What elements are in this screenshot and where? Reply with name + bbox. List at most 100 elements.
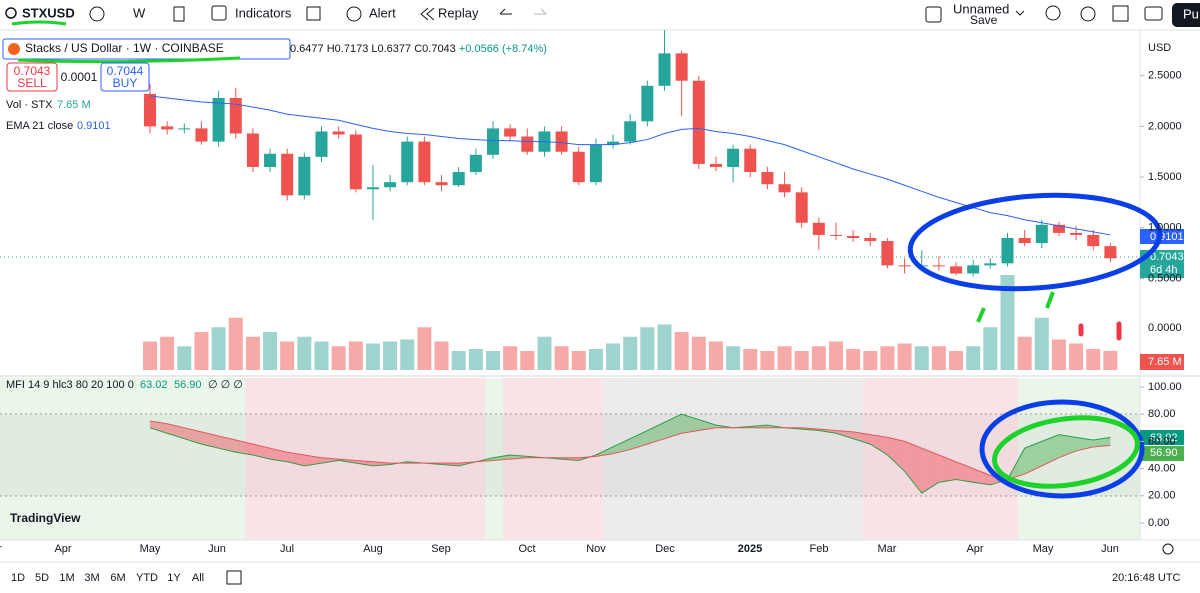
volume-legend: Vol · STX <box>6 99 53 111</box>
snapshot-button[interactable] <box>1144 6 1163 21</box>
range-button[interactable]: All <box>192 572 204 584</box>
save-label[interactable]: Save <box>970 13 998 27</box>
publish-label[interactable]: Pu <box>1183 6 1199 21</box>
axis-settings[interactable] <box>1162 543 1174 555</box>
templates-button[interactable] <box>306 6 321 21</box>
volume-bar <box>160 336 175 370</box>
candle-body <box>1070 232 1083 235</box>
layout-icon[interactable] <box>925 6 942 23</box>
candle-body <box>589 144 602 183</box>
alert-button[interactable]: Alert <box>369 5 396 20</box>
volume-bar <box>880 346 895 370</box>
volume-bar <box>194 332 209 370</box>
volume-bar <box>726 346 741 370</box>
clock[interactable]: 20:16:48 UTC <box>1112 572 1181 584</box>
search-icon[interactable] <box>5 7 17 19</box>
candle-body <box>298 156 311 196</box>
candle-body <box>607 141 620 145</box>
candle-body <box>950 266 963 274</box>
price-tick-label: 1.5000 <box>1148 171 1182 183</box>
annotation-stroke <box>1078 321 1122 341</box>
volume-bar <box>640 327 655 370</box>
chart-type-button[interactable] <box>173 6 185 22</box>
volume-bar <box>468 349 483 370</box>
candle-body <box>212 97 225 142</box>
candle-body <box>315 131 328 157</box>
mfi-ma-legend-value: 56.90 <box>174 379 202 391</box>
quick-search[interactable] <box>1045 5 1061 21</box>
replay-button[interactable]: Replay <box>438 5 479 20</box>
mfi-tick-label: 0.00 <box>1148 517 1169 529</box>
ohlc: 0.6477 H0.7173 L0.6377 C0.7043 +0.0566 (… <box>290 43 547 55</box>
mfi-fill <box>150 421 168 434</box>
volume-bar <box>434 341 449 370</box>
price-tick-label: 0.5000 <box>1148 272 1182 284</box>
mfi-fill <box>938 455 957 483</box>
range-button[interactable]: 1Y <box>167 572 181 584</box>
range-button[interactable]: 1M <box>59 572 74 584</box>
range-button[interactable]: 3M <box>84 572 99 584</box>
volume-bar <box>331 346 346 370</box>
candle-body <box>1035 224 1048 244</box>
mfi-tick-label: 20.00 <box>1148 490 1176 502</box>
buy-label[interactable]: BUY <box>113 76 138 90</box>
undo-button[interactable] <box>499 8 512 15</box>
spread: 0.0001 <box>61 70 98 84</box>
range-button[interactable]: 1D <box>11 572 25 584</box>
range-button[interactable]: YTD <box>136 572 158 584</box>
range-button[interactable]: 6M <box>110 572 125 584</box>
layout-menu[interactable] <box>1015 10 1025 16</box>
countdown: 6d 4h <box>1150 264 1178 276</box>
time-label: Nov <box>586 543 606 555</box>
sell-button[interactable] <box>6 62 58 92</box>
mfi-zone <box>603 378 863 540</box>
settings-button[interactable] <box>1080 6 1096 22</box>
layout-name[interactable]: Unnamed <box>953 1 1009 16</box>
date-range-button[interactable] <box>226 570 242 585</box>
volume-bar <box>451 351 466 370</box>
currency[interactable]: USD <box>1148 42 1171 54</box>
volume-bar <box>777 346 792 370</box>
candle-body <box>504 128 517 137</box>
replay-icon[interactable] <box>420 7 435 21</box>
interval[interactable]: W <box>133 5 146 20</box>
compare-button[interactable] <box>89 6 105 22</box>
candle-body <box>1001 237 1014 264</box>
candle-body <box>898 265 911 267</box>
low: L0.6377 <box>371 43 411 55</box>
alert-icon[interactable] <box>346 6 362 22</box>
mfi-tick-label: 80.00 <box>1148 408 1176 420</box>
redo-button[interactable] <box>534 8 547 15</box>
mfi-fill <box>304 455 322 466</box>
mfi-legend-value: 63.02 <box>140 379 168 391</box>
indicators-icon[interactable] <box>211 5 227 21</box>
buy-price[interactable]: 0.7044 <box>107 64 144 78</box>
volume-bar <box>1000 275 1015 370</box>
symbol-title[interactable]: Stacks / US Dollar · 1W · COINBASE <box>25 41 224 55</box>
symbol-legend-box[interactable] <box>2 38 291 60</box>
volume-bar <box>811 346 826 370</box>
mfi-fill <box>613 438 631 454</box>
range-button[interactable]: 5D <box>35 572 49 584</box>
fullscreen-button[interactable] <box>1112 5 1129 22</box>
volume-bar <box>691 336 706 370</box>
indicators-button[interactable]: Indicators <box>235 5 292 20</box>
close: C0.7043 <box>414 43 456 55</box>
sell-label[interactable]: SELL <box>17 76 47 90</box>
candle-body <box>521 136 534 152</box>
close-tag-label: 0.7043 <box>1150 251 1184 263</box>
sell-price[interactable]: 0.7043 <box>14 64 51 78</box>
volume-bar <box>931 346 946 370</box>
mfi-fill <box>218 435 236 453</box>
buy-button[interactable] <box>100 62 150 92</box>
publish-button[interactable] <box>1172 3 1200 27</box>
candle-body <box>195 128 208 142</box>
volume-bar <box>571 351 586 370</box>
mfi-zone <box>0 378 245 540</box>
candle-body <box>727 148 740 167</box>
mfi-tag-label: 63.02 <box>1150 432 1178 444</box>
symbol[interactable]: STXUSD <box>22 5 75 20</box>
volume-bar <box>1086 349 1101 370</box>
volume-bar <box>280 341 295 370</box>
